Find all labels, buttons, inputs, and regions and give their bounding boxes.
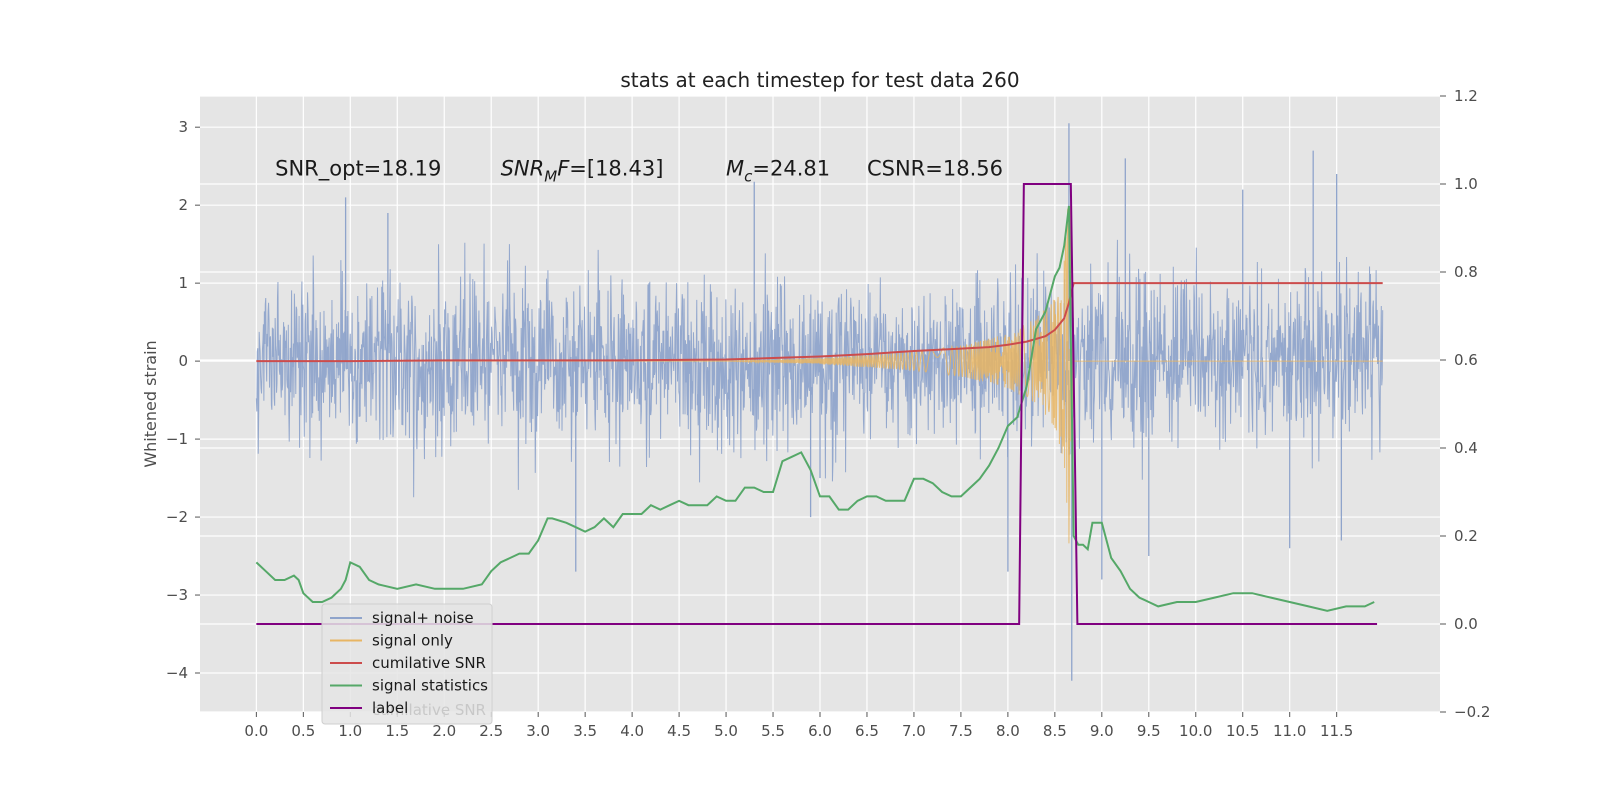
right-y-tick-label: 0.8 xyxy=(1454,263,1478,281)
x-tick-label: 11.5 xyxy=(1320,722,1353,740)
legend-box xyxy=(321,603,493,725)
x-tick-label: 8.5 xyxy=(1043,722,1067,740)
legend-entry-label: signal statistics xyxy=(372,677,488,695)
y-tick-label: −3 xyxy=(166,586,188,604)
y-tick-label: 2 xyxy=(178,196,188,214)
x-tick-label: 0.5 xyxy=(291,722,315,740)
annotation-tail-rest: =[18.43] xyxy=(569,157,663,181)
legend-entry-label: cumilative SNR xyxy=(372,654,486,672)
series-layer xyxy=(255,123,1384,681)
legend: cumilative SNR signal+ noise signal only cu… xyxy=(321,603,493,725)
y-tick-label: −2 xyxy=(166,508,188,526)
x-tick-label: 7.0 xyxy=(902,722,926,740)
x-tick-label: 3.5 xyxy=(573,722,597,740)
chart-title: stats at each timestep for test data 260 xyxy=(620,68,1019,92)
x-tick-label: 1.0 xyxy=(338,722,362,740)
annotation-tail: F xyxy=(557,157,570,181)
x-tick-label: 8.0 xyxy=(996,722,1020,740)
series-signal-statistics-line xyxy=(255,205,1375,612)
x-tick-label: 4.0 xyxy=(620,722,644,740)
legend-entry-label: signal only xyxy=(372,632,453,650)
y-tick-label: 3 xyxy=(178,118,188,136)
annotation-head: M xyxy=(726,157,744,181)
annotation-csnr: CSNR=18.56 xyxy=(867,157,1003,181)
x-tick-label: 0.0 xyxy=(244,722,268,740)
legend-entry-label: label xyxy=(372,699,408,717)
x-tick-label: 1.5 xyxy=(385,722,409,740)
x-tick-label: 2.0 xyxy=(432,722,456,740)
series-cumulative-snr-line xyxy=(256,282,1383,363)
x-tick-label: 6.5 xyxy=(855,722,879,740)
annotation-tail: =24.81 xyxy=(752,157,830,181)
x-tick-label: 9.0 xyxy=(1090,722,1114,740)
right-y-tick-label: 0.2 xyxy=(1454,527,1478,545)
x-tick-label: 11.0 xyxy=(1273,722,1306,740)
y-tick-label: −1 xyxy=(166,430,188,448)
annotation-sub: c xyxy=(744,168,753,186)
annotation-mc: Mc=24.81 xyxy=(726,157,830,186)
legend-overlap-ghost-text: cumilative SNR xyxy=(372,701,486,719)
y-tick-label: 0 xyxy=(178,352,188,370)
x-tick-label: 5.0 xyxy=(714,722,738,740)
x-tick-label: 3.0 xyxy=(526,722,550,740)
right-y-tick-label: 0.0 xyxy=(1454,615,1478,633)
x-tick-label: 6.0 xyxy=(808,722,832,740)
right-y-tick-label: −0.2 xyxy=(1454,703,1490,721)
annotation-snr-mf: SNRMF=[18.43] xyxy=(501,157,664,186)
annotation-head: SNR xyxy=(501,157,545,181)
x-tick-label: 9.5 xyxy=(1137,722,1161,740)
right-y-tick-label: 0.4 xyxy=(1454,439,1478,457)
y-tick-label: −4 xyxy=(166,664,188,682)
y-tick-label: 1 xyxy=(178,274,188,292)
x-tick-label: 5.5 xyxy=(761,722,785,740)
x-tick-label: 10.5 xyxy=(1226,722,1259,740)
legend-entry-label: signal+ noise xyxy=(372,609,474,627)
right-y-tick-label: 0.6 xyxy=(1454,351,1478,369)
right-y-tick-label: 1.0 xyxy=(1454,175,1478,193)
annotation-sub: M xyxy=(544,168,557,186)
axes: 0.0 0.5 1.0 1.5 2.0 2.5 3.0 3.5 4.0 4.5 5.0 5.5 6.0 6… xyxy=(166,87,1491,740)
annotations: SNR_opt=18.19 SNRMF=[18.43] Mc=24.81 CSNR=1… xyxy=(275,157,1003,186)
x-tick-label: 10.0 xyxy=(1179,722,1212,740)
annotation-snr-opt: SNR_opt=18.19 xyxy=(275,157,441,182)
right-y-tick-label: 1.2 xyxy=(1454,87,1478,105)
series-label-line xyxy=(256,183,1378,625)
x-tick-label: 2.5 xyxy=(479,722,503,740)
x-tick-label: 7.5 xyxy=(949,722,973,740)
x-tick-label: 4.5 xyxy=(667,722,691,740)
y-axis-label: Whitened strain xyxy=(141,340,160,467)
